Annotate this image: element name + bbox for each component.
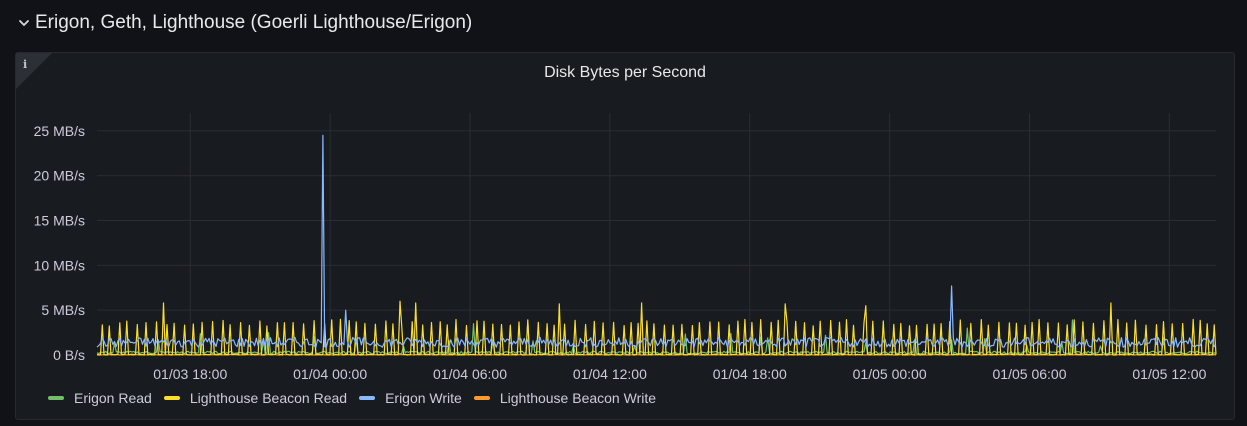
info-icon[interactable]: i <box>23 58 28 71</box>
legend-label: Erigon Write <box>385 390 462 406</box>
x-tick-label: 01/04 12:00 <box>573 366 647 382</box>
legend-label: Lighthouse Beacon Read <box>189 390 348 406</box>
legend-item[interactable]: Erigon Write <box>359 390 462 406</box>
chart-series <box>96 134 1217 356</box>
legend-label: Lighthouse Beacon Write <box>499 390 657 406</box>
legend-swatch <box>48 396 64 400</box>
panel-info-corner[interactable] <box>16 53 52 89</box>
legend-swatch <box>163 396 180 400</box>
legend-item[interactable]: Lighthouse Beacon Read <box>163 390 348 406</box>
y-axis-ticks: 0 B/s 5 MB/s 10 MB/s 15 MB/s 20 MB/s 25 MB/s <box>34 123 85 363</box>
x-tick-label: 01/04 00:00 <box>293 366 367 382</box>
x-tick-label: 01/04 18:00 <box>713 366 787 382</box>
chart-grid <box>97 113 1216 356</box>
panel-title[interactable]: Disk Bytes per Second <box>544 64 706 81</box>
y-tick-label: 20 MB/s <box>34 168 85 184</box>
x-tick-label: 01/05 00:00 <box>853 366 927 382</box>
x-tick-label: 01/05 06:00 <box>993 366 1067 382</box>
row-title[interactable]: Erigon, Geth, Lighthouse (Goerli Lightho… <box>35 12 473 33</box>
graph-panel: i Disk Bytes per Second 0 B/s 5 MB/s 10 MB… <box>15 52 1235 420</box>
x-tick-label: 01/05 12:00 <box>1132 366 1206 382</box>
chart-legend: Erigon Read Lighthouse Beacon Read Erigon … <box>48 390 668 406</box>
y-tick-label: 5 MB/s <box>41 302 85 318</box>
x-tick-label: 01/03 18:00 <box>153 366 227 382</box>
legend-item[interactable]: Erigon Read <box>48 390 152 406</box>
legend-label: Erigon Read <box>74 390 152 406</box>
x-axis-ticks: 01/03 18:00 01/04 00:00 01/04 06:00 01/04 1… <box>153 366 1206 382</box>
disk-bytes-chart[interactable]: 0 B/s5 MB/s10 MB/s15 MB/s20 MB/s25 MB/s … <box>16 53 1236 421</box>
x-tick-label: 01/04 06:00 <box>433 366 507 382</box>
y-tick-label: 10 MB/s <box>34 257 85 273</box>
series-line-erigon-read <box>96 319 1217 355</box>
chevron-down-icon[interactable] <box>17 14 31 32</box>
legend-item[interactable]: Lighthouse Beacon Write <box>473 390 657 406</box>
legend-swatch <box>359 396 376 400</box>
y-tick-label: 15 MB/s <box>34 213 85 229</box>
y-tick-label: 25 MB/s <box>34 123 85 139</box>
y-tick-label: 0 B/s <box>53 347 85 363</box>
series-line-erigon-write <box>96 134 1217 348</box>
series-line-lighthouse-beacon-read <box>96 300 1217 356</box>
dashboard-row-header: Erigon, Geth, Lighthouse (Goerli Lightho… <box>0 0 1247 46</box>
legend-swatch <box>473 396 490 400</box>
